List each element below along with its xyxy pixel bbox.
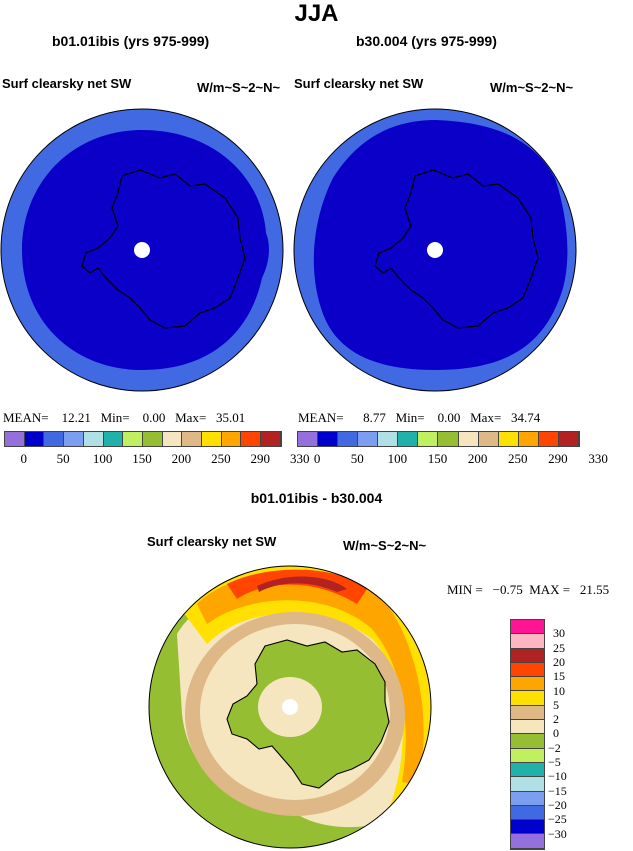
colorbar-swatch: [511, 634, 544, 649]
panel2-title: b30.004 (yrs 975-999): [356, 33, 497, 49]
colorbar-label: 0: [313, 451, 321, 466]
colorbar-swatch: [103, 432, 124, 446]
colorbar-label: 150: [132, 451, 152, 466]
colorbar-label: −5: [548, 755, 561, 769]
colorbar-swatch: [511, 691, 544, 706]
colorbar-label: 250: [211, 451, 231, 466]
panel1-title: b01.01ibis (yrs 975-999): [52, 33, 210, 49]
colorbar-swatch: [558, 432, 579, 446]
figure-title: JJA: [294, 0, 339, 27]
colorbar-swatch: [241, 432, 262, 446]
colorbar-label: 25: [553, 640, 565, 655]
colorbar-label: 100: [92, 451, 113, 466]
diff-stats: MIN = −0.75 MAX = 21.55: [447, 582, 610, 597]
colorbar-label: −30: [548, 826, 567, 841]
panel2-colorbar: [297, 431, 580, 447]
colorbar-swatch: [338, 432, 359, 446]
colorbar-label: −20: [548, 797, 567, 812]
colorbar-label: 200: [171, 451, 192, 466]
colorbar-swatch: [511, 677, 544, 692]
colorbar-swatch: [511, 734, 544, 749]
colorbar-swatch: [511, 805, 544, 821]
panel2-stats: MEAN= 8.77 Min= 0.00 Max= 34.74: [298, 410, 541, 425]
colorbar-label: −2: [548, 740, 561, 755]
colorbar-label: 100: [387, 451, 408, 466]
colorbar-swatch: [398, 432, 419, 446]
colorbar-label: 2: [553, 712, 559, 727]
colorbar-label: 20: [553, 654, 565, 669]
colorbar-swatch: [358, 432, 379, 446]
panel2-map: [293, 108, 577, 392]
colorbar-swatch: [44, 432, 65, 446]
colorbar-label: 0: [20, 451, 27, 466]
colorbar-label: 0: [553, 726, 559, 741]
colorbar-swatch: [511, 720, 544, 735]
colorbar-label: 250: [508, 451, 528, 466]
colorbar-label: 30: [553, 626, 565, 641]
colorbar-swatch: [511, 648, 544, 663]
colorbar-label: 50: [56, 451, 70, 466]
colorbar-swatch: [511, 834, 544, 849]
colorbar-swatch: [5, 432, 25, 446]
colorbar-swatch: [511, 662, 544, 678]
colorbar-swatch: [318, 432, 339, 446]
diff-title: b01.01ibis - b30.004: [250, 490, 383, 506]
colorbar-swatch: [83, 432, 104, 446]
colorbar-swatch: [123, 432, 143, 446]
colorbar-swatch: [298, 432, 319, 446]
colorbar-swatch: [142, 432, 163, 446]
colorbar-swatch: [64, 432, 84, 446]
panel1-map: [0, 108, 284, 392]
diff-variable: Surf clearsky net SW: [147, 534, 277, 549]
colorbar-swatch: [511, 705, 544, 721]
colorbar-label: 15: [553, 669, 565, 684]
colorbar-label: −25: [548, 812, 567, 827]
colorbar-swatch: [202, 432, 222, 446]
colorbar-swatch: [458, 432, 479, 446]
colorbar-label: 290: [250, 451, 271, 466]
colorbar-label: 330: [289, 451, 310, 466]
colorbar-swatch: [261, 432, 281, 446]
diff-map: [148, 565, 432, 849]
panel2-units: W/m~S~2~N~: [490, 80, 574, 95]
colorbar-swatch: [182, 432, 203, 446]
panel2-variable: Surf clearsky net SW: [294, 76, 424, 91]
colorbar-swatch: [221, 432, 242, 446]
colorbar-swatch: [511, 820, 544, 835]
diff-units: W/m~S~2~N~: [343, 538, 427, 553]
colorbar-swatch: [538, 432, 559, 446]
colorbar-swatch: [511, 791, 544, 806]
colorbar-swatch: [511, 762, 544, 778]
colorbar-label: 10: [553, 683, 565, 698]
colorbar-swatch: [378, 432, 399, 446]
panel1-variable: Surf clearsky net SW: [2, 76, 132, 91]
colorbar-label: 5: [553, 697, 559, 712]
colorbar-label: 200: [467, 451, 488, 466]
panel1-stats: MEAN= 12.21 Min= 0.00 Max= 35.01: [3, 410, 246, 425]
colorbar-swatch: [478, 432, 499, 446]
colorbar-swatch: [418, 432, 439, 446]
colorbar-swatch: [511, 620, 544, 635]
colorbar-swatch: [511, 748, 544, 763]
colorbar-label: 150: [427, 451, 448, 466]
colorbar-label: −10: [548, 769, 567, 784]
colorbar-label: 290: [548, 451, 568, 466]
colorbar-label: 330: [588, 451, 608, 466]
colorbar-swatch: [162, 432, 183, 446]
panel1-colorbar: [4, 431, 282, 447]
colorbar-label: −15: [548, 783, 567, 798]
colorbar-swatch: [438, 432, 459, 446]
panel1-units: W/m~S~2~N~: [197, 80, 281, 95]
colorbar-swatch: [498, 432, 519, 446]
colorbar-swatch: [511, 777, 544, 792]
colorbar-swatch: [518, 432, 539, 446]
colorbar-label: 50: [350, 451, 364, 466]
colorbar-swatch: [24, 432, 45, 446]
diff-colorbar: [510, 619, 545, 850]
